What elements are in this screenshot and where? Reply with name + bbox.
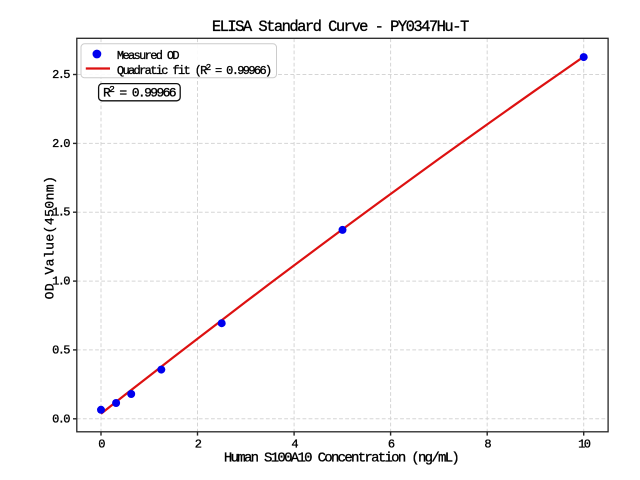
svg-text:Quadratic fit (R2 = 0.99966): Quadratic fit (R2 = 0.99966) [117,63,271,78]
svg-text:Measured OD: Measured OD [117,49,180,63]
svg-text:2.5: 2.5 [52,68,70,82]
svg-text:10: 10 [578,438,591,452]
svg-text:1.0: 1.0 [52,275,70,289]
svg-text:1.5: 1.5 [52,206,70,220]
svg-text:0: 0 [98,438,105,452]
svg-text:8: 8 [484,438,491,452]
svg-text:2.0: 2.0 [52,137,70,151]
svg-text:Human S100A10 Concentration (n: Human S100A10 Concentration (ng/mL) [224,451,459,467]
svg-text:R2 = 0.99966: R2 = 0.99966 [103,84,176,101]
svg-text:2: 2 [195,438,202,452]
svg-text:0.5: 0.5 [52,343,70,357]
svg-text:4: 4 [291,438,298,452]
svg-text:OD Value(450nm): OD Value(450nm) [43,176,58,300]
svg-text:6: 6 [388,438,395,452]
svg-text:0.0: 0.0 [52,412,70,426]
svg-text:ELISA Standard Curve - PY0347H: ELISA Standard Curve - PY0347Hu-T [212,18,469,36]
